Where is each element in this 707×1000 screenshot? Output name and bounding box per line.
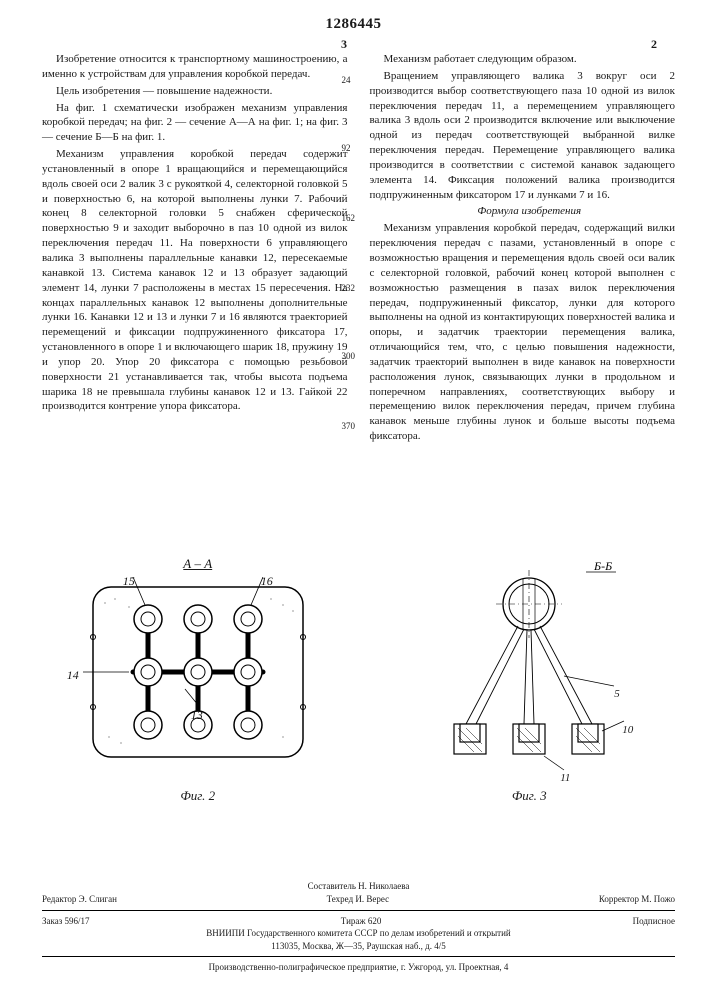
para: На фиг. 1 схематически изображен механиз… (42, 101, 348, 146)
footer-techred: Техред И. Верес (327, 893, 389, 906)
footer-compiler: Составитель Н. Николаева (42, 880, 675, 893)
footer-subscription: Подписное (633, 915, 675, 928)
fig2-caption: Фиг. 2 (73, 787, 323, 805)
footer-editor: Редактор Э. Слиган (42, 893, 117, 906)
footer-org3: Производственно-полиграфическое предприя… (42, 961, 675, 974)
fig2-svg (73, 577, 323, 777)
page-number-right: 2 (651, 36, 657, 52)
fig2-section-label: А – А (73, 555, 323, 573)
line-num: 300 (342, 352, 356, 361)
footer-order: Заказ 596/17 (42, 915, 90, 928)
footer-tirage: Тираж 620 (341, 915, 382, 928)
para: Механизм работает следующим образом. (370, 52, 676, 67)
text-columns: Изобретение относится к транспортному ма… (42, 52, 675, 446)
fig3-label-10: 10 (622, 723, 633, 738)
line-num: 232 (342, 284, 356, 293)
para: Вращением управляющего валика 3 вокруг о… (370, 69, 676, 203)
footer-org1: ВНИИПИ Государственного комитета СССР по… (42, 927, 675, 940)
line-num: 370 (342, 422, 356, 431)
page-number-left: 3 (341, 36, 347, 52)
figure-2: А – А (73, 555, 323, 805)
footer-row-credits: Редактор Э. Слиган Техред И. Верес Корре… (42, 893, 675, 906)
fig2-label-16: 16 (261, 573, 273, 589)
para: Изобретение относится к транспортному ма… (42, 52, 348, 82)
document-number: 1286445 (326, 14, 382, 34)
right-column: Механизм работает следующим образом. Вра… (370, 52, 676, 446)
line-num: 162 (342, 214, 356, 223)
line-num: 24 (342, 76, 351, 85)
figures-area: А – А (42, 530, 675, 830)
figure-3: Б-Б (414, 556, 644, 804)
fig2-label-14: 14 (67, 667, 79, 683)
para: Цель изобретения — повышение надежности. (42, 84, 348, 99)
fig2-label-13: 13 (191, 707, 203, 723)
footer-row-print: Заказ 596/17 Тираж 620 Подписное (42, 915, 675, 928)
fig3-section-label: Б-Б (593, 559, 612, 573)
left-column: Изобретение относится к транспортному ма… (42, 52, 348, 446)
para: Механизм управления коробкой передач, со… (370, 221, 676, 444)
para: Механизм управления коробкой передач сод… (42, 147, 348, 414)
line-num: 92 (342, 144, 351, 153)
fig3-svg: Б-Б (414, 556, 644, 776)
fig3-label-11: 11 (560, 771, 570, 786)
footer-org2: 113035, Москва, Ж—35, Раушская наб., д. … (42, 940, 675, 953)
fig2-label-15: 15 (123, 573, 135, 589)
claim-title: Формула изобретения (370, 204, 676, 219)
footer-corrector: Корректор М. Пожо (599, 893, 675, 906)
fig3-caption: Фиг. 3 (414, 787, 644, 805)
footer-block: Составитель Н. Николаева Редактор Э. Сли… (42, 880, 675, 974)
fig3-label-5: 5 (614, 687, 620, 702)
